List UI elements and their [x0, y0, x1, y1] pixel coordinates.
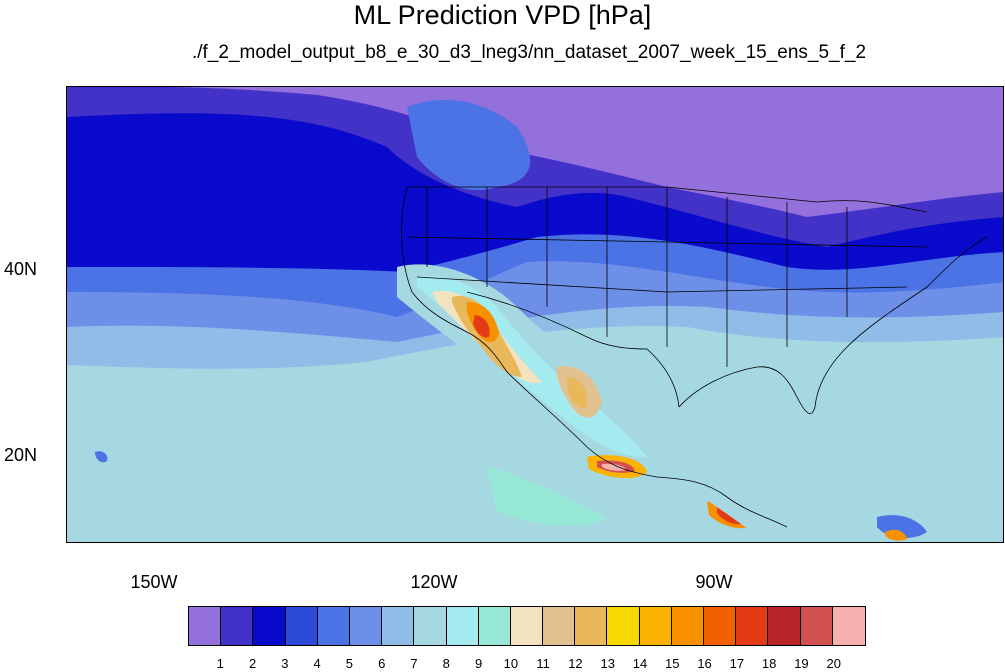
colorbar-segment — [478, 607, 511, 645]
colorbar-tick-label: 5 — [345, 656, 354, 671]
colorbar-segment — [800, 607, 833, 645]
colorbar-labels: 1 2 3 4 5 6 7 8 9 10 11 12 13 14 15 16 17 18 19 20 — [188, 656, 866, 672]
lat-label-20n: 20N — [4, 445, 38, 465]
colorbar-tick-label: 10 — [503, 656, 519, 671]
colorbar-segment — [575, 607, 608, 645]
colorbar-tick-label: 1 — [216, 656, 224, 671]
colorbar-segment — [510, 607, 544, 645]
colorbar-tick-label: 17 — [729, 656, 745, 671]
colorbar-segment — [607, 607, 640, 645]
colorbar-segment — [832, 607, 865, 645]
colorbar-tick-label: 2 — [248, 656, 257, 671]
colorbar-tick-label: 12 — [568, 656, 583, 671]
lon-label-120w: 120W — [410, 572, 458, 592]
colorbar-tick-label: 15 — [665, 656, 680, 671]
colorbar-segment — [736, 607, 769, 645]
colorbar-segment — [253, 607, 286, 645]
lat-label-40n: 40N — [4, 259, 38, 279]
colorbar-segment — [639, 607, 672, 645]
lon-label-90w: 90W — [695, 572, 733, 592]
colorbar — [188, 606, 866, 646]
colorbar-tick-label: 16 — [697, 656, 712, 671]
colorbar-segment — [221, 607, 254, 645]
colorbar-tick-label: 18 — [761, 656, 777, 671]
colorbar-tick-label: 9 — [474, 656, 483, 671]
colorbar-segment — [349, 607, 383, 645]
colorbar-segment — [382, 607, 415, 645]
colorbar-segment — [671, 607, 704, 645]
colorbar-tick-label: 4 — [313, 656, 321, 671]
colorbar-tick-label: 11 — [536, 656, 550, 671]
chart-subtitle: ./f_2_model_output_b8_e_30_d3_lneg3/nn_d… — [191, 42, 867, 63]
colorbar-tick-label: 7 — [410, 656, 418, 671]
colorbar-tick-label: 20 — [826, 656, 841, 671]
lon-label-150w: 150W — [130, 572, 178, 592]
colorbar-segment — [317, 607, 350, 645]
colorbar-segment — [768, 607, 801, 645]
colorbar-segment — [189, 607, 222, 645]
colorbar-tick-label: 3 — [281, 656, 289, 671]
colorbar-tick-label: 13 — [600, 656, 615, 671]
colorbar-tick-label: 6 — [378, 656, 386, 671]
colorbar-segment — [543, 607, 576, 645]
colorbar-tick-label: 19 — [794, 656, 809, 671]
colorbar-segment — [704, 607, 737, 645]
map-panel — [66, 86, 1004, 543]
colorbar-segment — [414, 607, 447, 645]
chart-title: ML Prediction VPD [hPa] — [353, 0, 652, 30]
colorbar-tick-label: 14 — [632, 656, 648, 671]
colorbar-tick-label: 8 — [442, 656, 450, 671]
colorbar-segment — [285, 607, 318, 645]
colorbar-segment — [446, 607, 479, 645]
